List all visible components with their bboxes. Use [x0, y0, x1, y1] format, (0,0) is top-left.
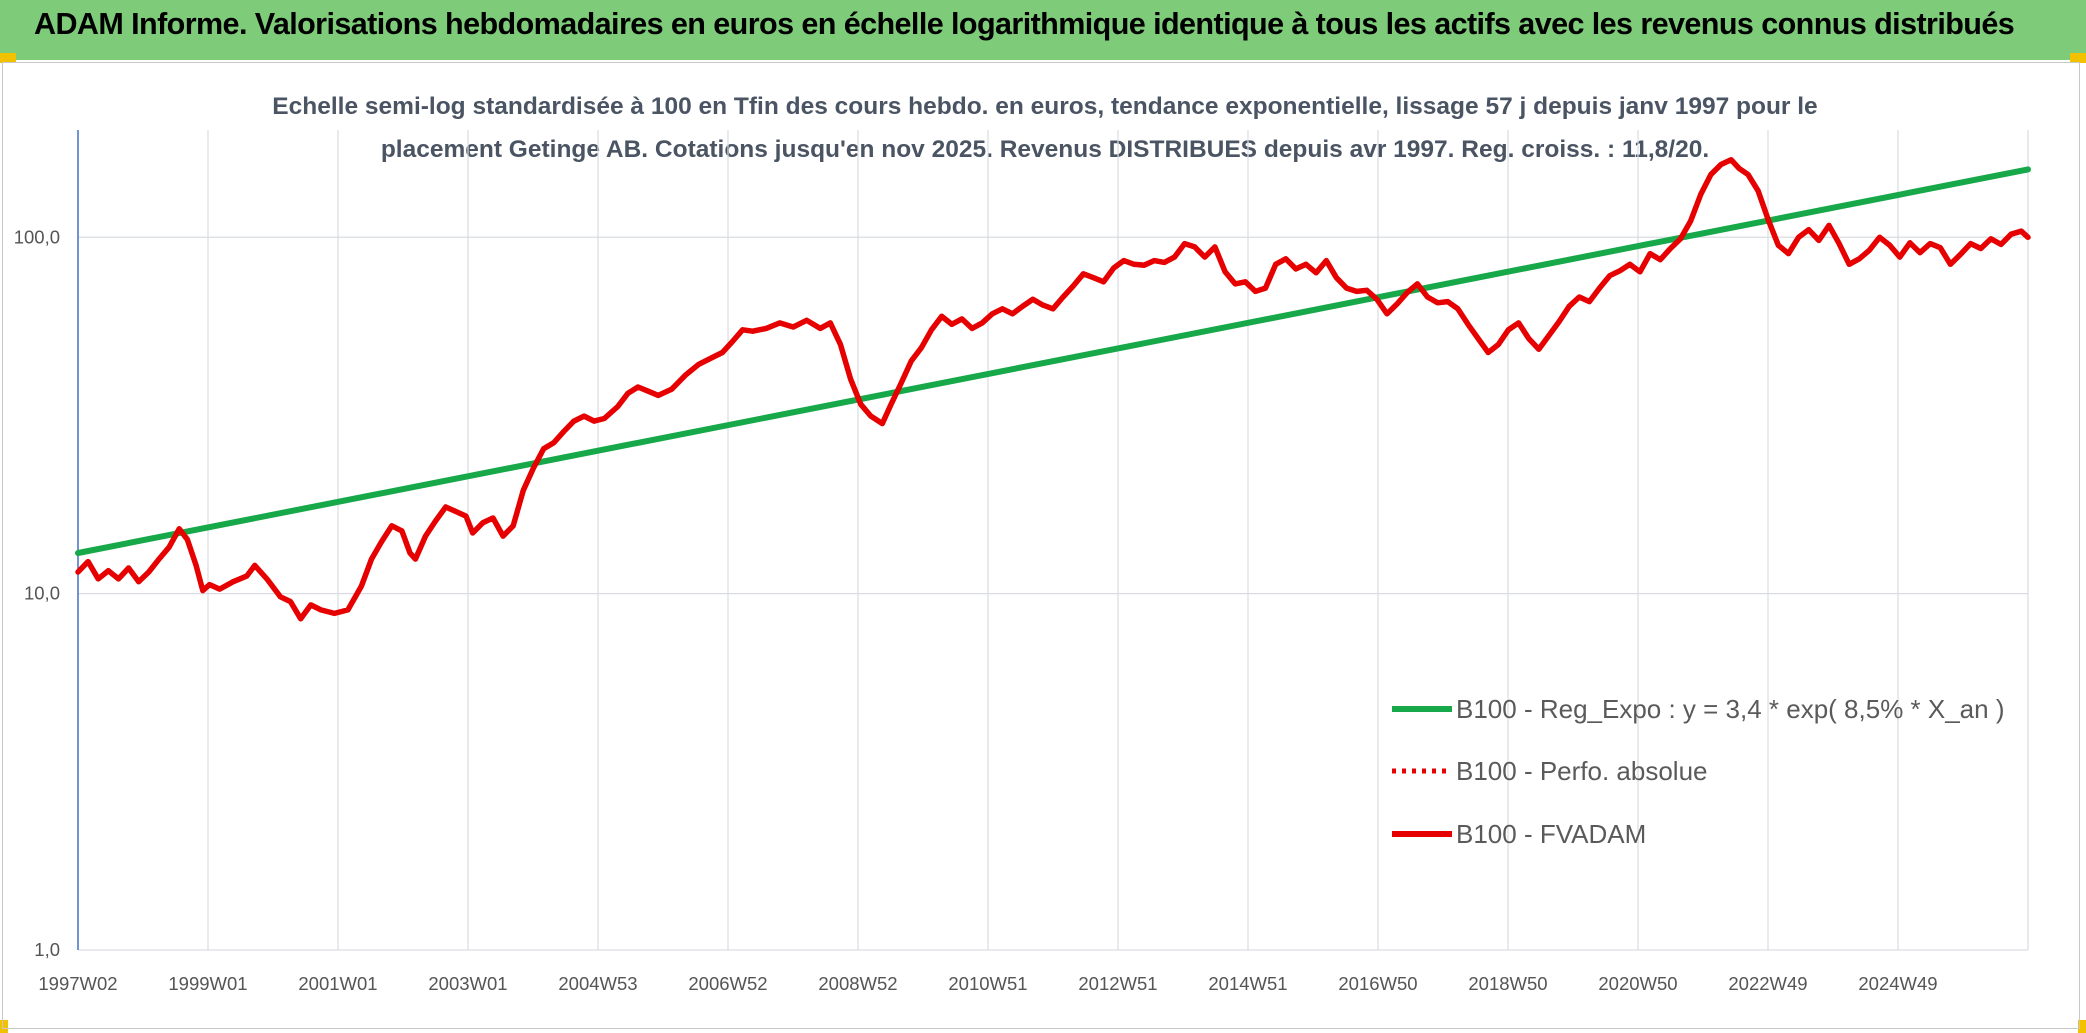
- x-tick-label: 2010W51: [948, 973, 1027, 994]
- x-tick-label: 2008W52: [818, 973, 897, 994]
- chart-subtitle-line-2: placement Getinge AB. Cotations jusqu'en…: [381, 136, 1709, 163]
- corner-accent-top-left: [0, 53, 16, 63]
- grid: [77, 130, 2029, 951]
- corner-accent-bottom-right: [2078, 1020, 2086, 1033]
- legend-label-1: B100 - Perfo. absolue: [1456, 756, 1708, 786]
- legend-label-2: B100 - FVADAM: [1456, 819, 1646, 849]
- x-tick-label: 2016W50: [1338, 973, 1417, 994]
- report-title: ADAM Informe. Valorisations hebdomadaire…: [34, 6, 2015, 41]
- y-tick-label: 1,0: [34, 939, 60, 960]
- chart-subtitle-line-1: Echelle semi-log standardisée à 100 en T…: [272, 93, 1817, 120]
- legend-label-0: B100 - Reg_Expo : y = 3,4 * exp( 8,5% * …: [1456, 694, 2005, 724]
- corner-accent-bottom-left: [0, 1020, 8, 1033]
- y-tick-label: 10,0: [24, 583, 60, 604]
- x-tick-label: 2024W49: [1858, 973, 1937, 994]
- series: [75, 157, 2031, 622]
- x-tick-label: 1997W02: [38, 973, 117, 994]
- y-tick-label: 100,0: [14, 226, 60, 247]
- series-line-0: [75, 166, 2031, 556]
- series-line-2: [75, 157, 2031, 622]
- chart-frame: [2, 62, 2080, 1029]
- legend: B100 - Reg_Expo : y = 3,4 * exp( 8,5% * …: [1392, 694, 2005, 849]
- x-tick-label: 2020W50: [1598, 973, 1677, 994]
- x-tick-label: 2004W53: [558, 973, 637, 994]
- x-tick-label: 2001W01: [298, 973, 377, 994]
- x-tick-label: 2022W49: [1728, 973, 1807, 994]
- corner-accent-top-right: [2070, 53, 2086, 63]
- x-tick-label: 2014W51: [1208, 973, 1287, 994]
- header-banner: ADAM Informe. Valorisations hebdomadaire…: [0, 0, 2086, 60]
- x-tick-label: 2012W51: [1078, 973, 1157, 994]
- x-tick-label: 2006W52: [688, 973, 767, 994]
- x-tick-label: 2018W50: [1468, 973, 1547, 994]
- x-tick-label: 2003W01: [428, 973, 507, 994]
- axes: 1,0 10,0 100,0 1997W02 1999W01 2001W01 2003W01…: [14, 130, 1938, 994]
- x-tick-label: 1999W01: [168, 973, 247, 994]
